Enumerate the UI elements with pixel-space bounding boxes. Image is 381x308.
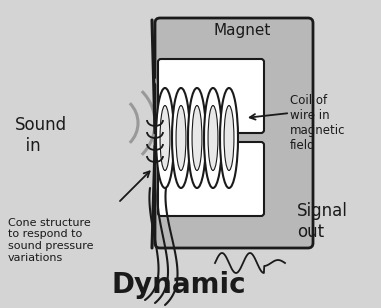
Ellipse shape — [192, 106, 202, 171]
Text: Signal
out: Signal out — [297, 202, 348, 241]
Ellipse shape — [220, 88, 238, 188]
FancyBboxPatch shape — [158, 59, 264, 133]
Ellipse shape — [188, 88, 206, 188]
FancyBboxPatch shape — [155, 18, 313, 248]
FancyBboxPatch shape — [158, 142, 264, 216]
Text: Magnet: Magnet — [213, 23, 271, 38]
Ellipse shape — [160, 106, 170, 171]
Ellipse shape — [208, 106, 218, 171]
Text: Cone structure
to respond to
sound pressure
variations: Cone structure to respond to sound press… — [8, 218, 93, 263]
Ellipse shape — [156, 88, 174, 188]
Ellipse shape — [176, 106, 186, 171]
Ellipse shape — [172, 88, 190, 188]
Ellipse shape — [224, 106, 234, 171]
Text: Sound
  in: Sound in — [15, 116, 67, 155]
Ellipse shape — [204, 88, 222, 188]
Text: Dynamic: Dynamic — [112, 271, 247, 299]
Text: Coil of
wire in
magnetic
field: Coil of wire in magnetic field — [290, 94, 345, 152]
